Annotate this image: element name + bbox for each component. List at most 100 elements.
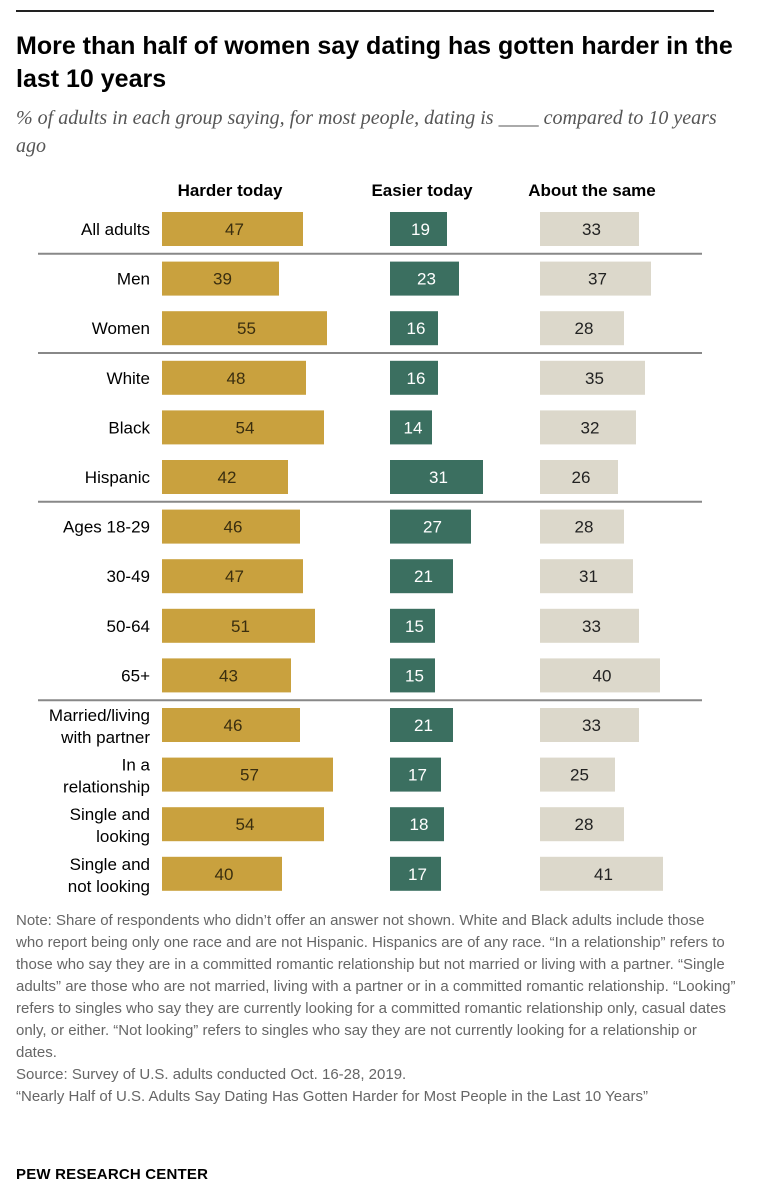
bar-value-about-the-same: 28 [575,319,594,338]
bar-value-easier-today: 14 [404,418,423,437]
bar-easier-today [390,608,435,643]
source-org: PEW RESEARCH CENTER [16,1166,209,1183]
category-label: All adults [81,220,150,239]
bar-value-about-the-same: 33 [582,617,601,636]
bar-about-the-same [540,509,624,544]
bar-harder-today [162,360,306,395]
chart-title: More than half of women say dating has g… [16,32,733,93]
bar-value-harder-today: 54 [236,418,255,437]
category-label: Single and looking [70,805,150,846]
category-label-line: relationship [63,778,150,797]
category-label: In a relationship [63,756,150,797]
bar-harder-today [162,212,303,246]
bar-value-harder-today: 43 [219,666,238,685]
bar-about-the-same [540,757,615,792]
bar-value-harder-today: 57 [240,766,259,785]
bar-value-about-the-same: 33 [582,220,601,239]
bar-about-the-same [540,856,663,891]
bar-value-harder-today: 40 [215,865,234,884]
bar-about-the-same [540,460,618,494]
category-label: Women [92,319,150,338]
column-header-easier-today: Easier today [371,181,473,200]
bar-easier-today [390,559,453,594]
column-header-harder-today: Harder today [178,181,283,200]
bar-value-easier-today: 27 [423,518,442,537]
bar-value-easier-today: 16 [407,369,426,388]
category-label-line: Single and [70,805,150,824]
bar-value-easier-today: 21 [414,716,433,735]
bar-easier-today [390,212,447,246]
category-label-line: not looking [68,877,150,896]
category-label: Men [117,270,150,289]
bar-value-about-the-same: 32 [581,418,600,437]
category-label: Married/living with partner [49,706,150,747]
chart-subtitle: % of adults in each group saying, for mo… [16,107,717,157]
report-title: “Nearly Half of U.S. Adults Say Dating H… [16,1088,648,1105]
bar-easier-today [390,360,438,395]
footnote: Note: Share of respondents who didn’t of… [16,910,736,1108]
bar-value-harder-today: 47 [225,567,244,586]
bar-about-the-same [540,360,645,395]
bar-harder-today [162,658,291,693]
bar-value-about-the-same: 31 [579,567,598,586]
bar-easier-today [390,658,435,693]
bar-harder-today [162,608,315,643]
category-label: 50-64 [107,617,150,636]
category-label-line: Married/living [49,706,150,725]
bar-value-easier-today: 16 [407,319,426,338]
bar-value-easier-today: 18 [410,815,429,834]
bar-easier-today [390,708,453,742]
bar-value-easier-today: 17 [408,865,427,884]
bar-about-the-same [540,410,636,445]
bar-about-the-same [540,559,633,594]
bar-about-the-same [540,212,639,246]
category-label-line: Single and [70,855,150,874]
bar-about-the-same [540,658,660,693]
bar-value-easier-today: 23 [417,270,436,289]
bar-value-easier-today: 31 [429,468,448,487]
bar-value-harder-today: 46 [224,518,243,537]
bar-easier-today [390,757,441,792]
bar-value-about-the-same: 28 [575,815,594,834]
bar-easier-today [390,410,432,445]
note-text: Note: Share of respondents who didn’t of… [16,912,736,1061]
bar-chart: Harder today Easier today About the same Al… [38,181,702,896]
bar-value-harder-today: 51 [231,617,250,636]
bar-easier-today [390,460,483,494]
bar-value-about-the-same: 26 [572,468,591,487]
bar-easier-today [390,509,471,544]
bar-value-harder-today: 42 [218,468,237,487]
bar-harder-today [162,311,327,346]
bar-harder-today [162,856,282,891]
bar-easier-today [390,807,444,842]
category-label: Single and not looking [68,855,150,896]
category-label: Black [108,418,150,437]
bar-value-about-the-same: 28 [575,518,594,537]
bar-about-the-same [540,311,624,346]
bar-value-harder-today: 47 [225,220,244,239]
bar-value-harder-today: 48 [227,369,246,388]
bar-value-easier-today: 15 [405,617,424,636]
bar-easier-today [390,261,459,296]
bar-value-about-the-same: 33 [582,716,601,735]
bar-about-the-same [540,261,651,296]
bar-value-easier-today: 19 [411,220,430,239]
bar-value-harder-today: 46 [224,716,243,735]
bar-harder-today [162,757,333,792]
bar-about-the-same [540,708,639,742]
bar-about-the-same [540,608,639,643]
bar-value-easier-today: 21 [414,567,433,586]
category-label: 30-49 [107,567,150,586]
category-label: White [107,369,150,388]
category-label: Ages 18-29 [63,518,150,537]
bar-harder-today [162,460,288,494]
bar-value-about-the-same: 35 [585,369,604,388]
bar-harder-today [162,410,324,445]
bar-value-easier-today: 15 [405,666,424,685]
category-label-line: In a [122,756,151,775]
category-label: 65+ [121,666,150,685]
bar-value-about-the-same: 37 [588,270,607,289]
bar-value-about-the-same: 25 [570,766,589,785]
bar-value-harder-today: 55 [237,319,256,338]
bar-value-harder-today: 39 [213,270,232,289]
